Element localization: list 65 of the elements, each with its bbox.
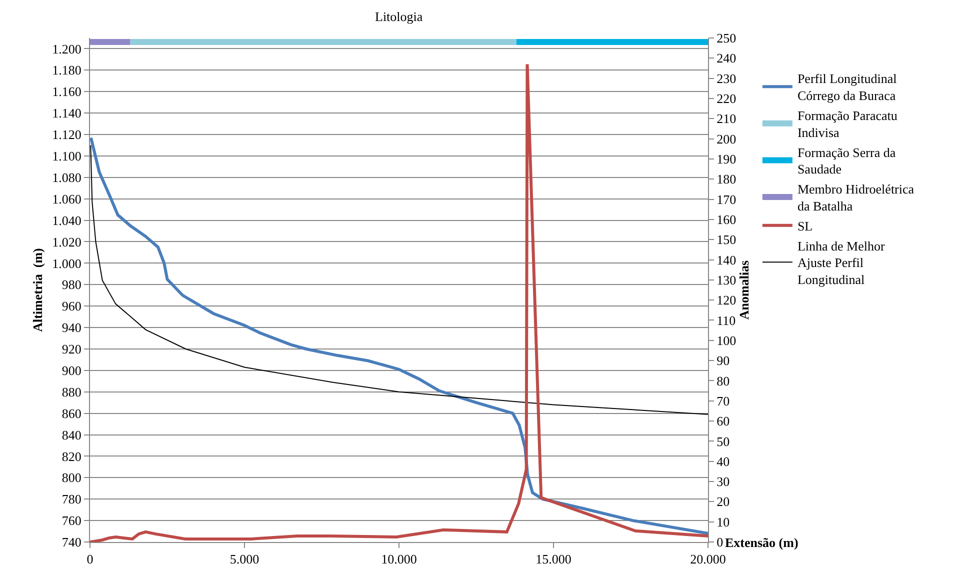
y2-tick-label: 40 — [716, 454, 730, 469]
legend-label: Membro Hidroelétrica da Batalha — [797, 182, 914, 214]
y2-tick-label: 70 — [716, 393, 730, 408]
y2-axis-title: Anomalias — [736, 260, 752, 320]
y-tick-label: 1.100 — [52, 148, 82, 164]
y2-tick-label: 150 — [716, 232, 736, 248]
legend-label: SL — [797, 218, 813, 234]
y2-tick-label: 190 — [716, 152, 736, 167]
y2-tick-label: 160 — [716, 212, 736, 227]
y-tick-label: 1.200 — [52, 41, 82, 56]
y-tick-label: 920 — [62, 342, 82, 357]
y2-tick-label: 50 — [716, 434, 730, 449]
y2-tick-label: 210 — [716, 111, 736, 126]
y-tick-label: 980 — [62, 277, 82, 292]
y-tick-label: 740 — [62, 534, 82, 550]
y2-tick-label: 230 — [716, 70, 736, 86]
y-tick-label: 1.000 — [52, 256, 82, 271]
y-tick-label: 760 — [62, 513, 82, 528]
y-tick-label: 1.140 — [52, 106, 82, 121]
y-tick-label: 1.120 — [52, 127, 82, 142]
y-tick-label: 940 — [62, 320, 82, 336]
y-axis-title: Altimetria (m) — [30, 248, 46, 332]
x-tick-label: 10.000 — [381, 552, 417, 567]
y-tick-label: 860 — [62, 406, 82, 421]
y-tick-label: 800 — [62, 470, 82, 486]
y-tick-label: 1.080 — [52, 170, 82, 185]
y2-tick-label: 240 — [716, 50, 736, 66]
legend-label: Formação Serra da Saudade — [797, 144, 896, 177]
y2-tick-label: 120 — [716, 292, 736, 308]
x-tick-label: 15.000 — [536, 552, 572, 567]
y2-tick-label: 30 — [716, 474, 730, 490]
y-tick-label: 1.160 — [52, 84, 82, 100]
y2-tick-label: 90 — [716, 353, 730, 368]
y2-tick-label: 0 — [716, 534, 724, 550]
y2-tick-label: 170 — [716, 192, 736, 207]
x-tick-label: 0 — [86, 552, 94, 567]
y2-tick-label: 20 — [716, 494, 730, 510]
text: Litologia — [375, 9, 423, 24]
y-tick-label: 880 — [62, 384, 82, 400]
y-tick-label: 1.060 — [52, 191, 82, 206]
x-tick-label: 20.000 — [690, 552, 726, 567]
y2-tick-label: 130 — [716, 272, 736, 288]
y2-tick-label: 180 — [716, 172, 736, 187]
x-tick-label: 5.000 — [230, 552, 260, 567]
y-tick-label: 960 — [62, 298, 82, 314]
y2-tick-label: 250 — [716, 30, 736, 46]
y2-tick-label: 60 — [716, 414, 730, 429]
y-tick-label: 900 — [62, 362, 82, 378]
y-tick-label: 840 — [62, 427, 82, 442]
y-tick-label: 780 — [62, 492, 82, 507]
y2-tick-label: 80 — [716, 373, 730, 388]
y-tick-label: 820 — [62, 448, 82, 464]
y2-tick-label: 10 — [716, 514, 730, 530]
legend-label: Perfil Longitudinal Córrego da Buraca — [797, 71, 898, 104]
y2-tick-label: 220 — [716, 91, 736, 106]
y2-tick-label: 100 — [716, 332, 736, 348]
legend-label: Formação Paracatu Indivisa — [797, 108, 898, 140]
y2-tick-label: 110 — [716, 312, 736, 328]
y-tick-label: 1.020 — [52, 234, 82, 250]
y2-tick-label: 140 — [716, 252, 736, 268]
legend-label: Linha de Melhor Ajuste Perfil Longitudinal — [797, 238, 886, 288]
y2-tick-label: 200 — [716, 131, 736, 146]
y-tick-label: 1.180 — [52, 62, 82, 78]
x-axis-title: Extensão (m) — [725, 535, 798, 550]
y-tick-label: 1.040 — [52, 212, 82, 228]
